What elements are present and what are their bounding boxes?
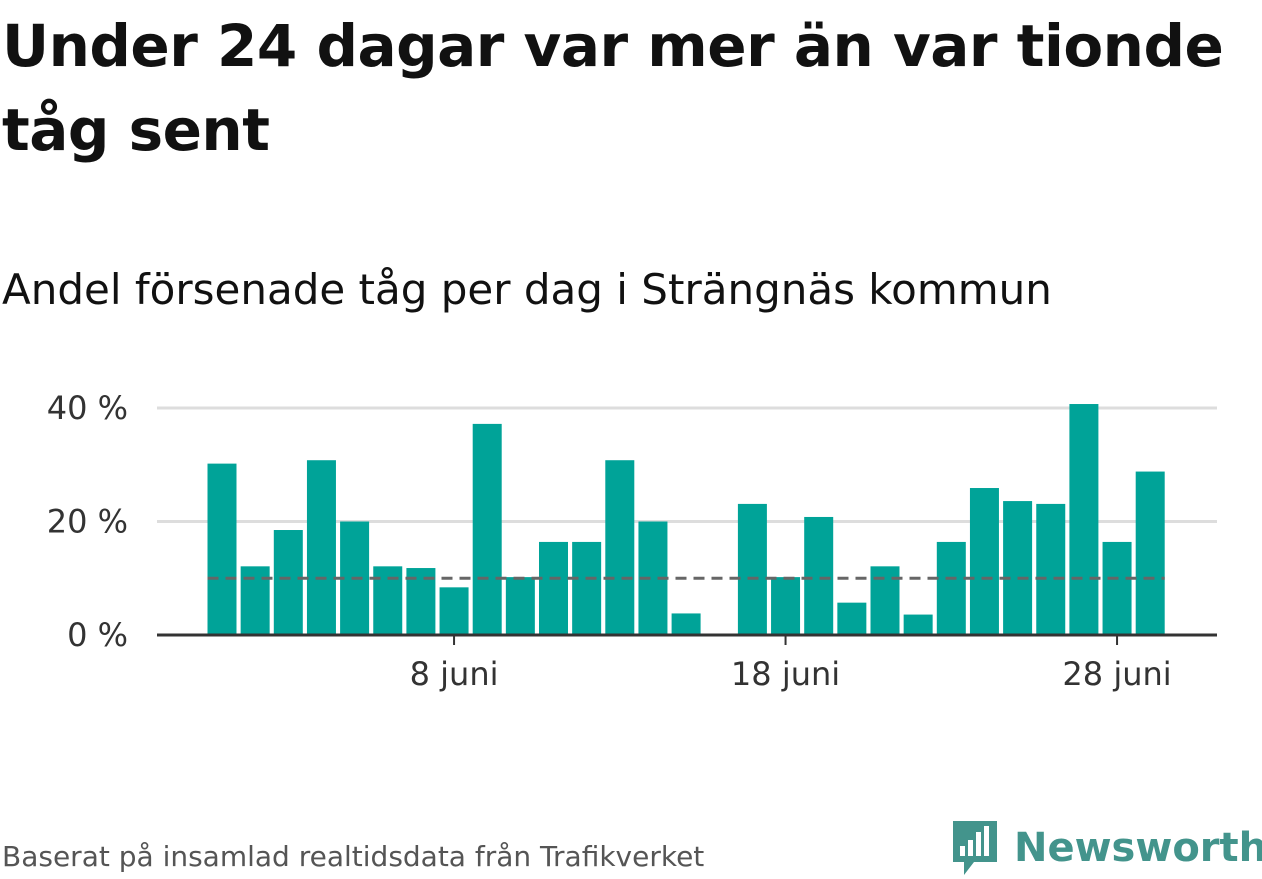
bar [373, 566, 403, 635]
chart-subtitle: Andel försenade tåg per dag i Strängnäs … [2, 265, 1052, 314]
y-tick-label: 20 % [47, 503, 128, 541]
bar [505, 577, 535, 635]
bar [539, 541, 568, 635]
bar [240, 566, 270, 635]
x-tick-label: 8 juni [410, 655, 499, 693]
bar [306, 460, 336, 635]
bars [207, 404, 1165, 635]
y-tick-label: 40 % [47, 389, 128, 427]
axes: 8 juni 18 juni 28 juni [157, 633, 1217, 693]
bar [1135, 471, 1165, 635]
bar [207, 463, 237, 635]
source-note: Baserat på insamlad realtidsdata från Tr… [2, 840, 705, 873]
bar [273, 530, 303, 635]
newsworthy-logo[interactable]: Newsworthy [950, 818, 1262, 878]
bar [737, 503, 767, 635]
brand-name: Newsworthy [1014, 825, 1262, 871]
bar [439, 587, 469, 635]
bar [903, 614, 933, 635]
x-tick-label: 18 juni [731, 655, 840, 693]
bar [1036, 503, 1066, 635]
y-tick-label: 0 % [67, 616, 128, 654]
bar [572, 541, 602, 635]
bar [969, 488, 999, 635]
bar [804, 516, 834, 635]
bar [671, 613, 701, 635]
bar [605, 460, 635, 635]
bar [1003, 501, 1033, 635]
chart-title: Under 24 dagar var mer än var tionde tåg… [2, 12, 1224, 164]
x-tick-label: 28 juni [1062, 655, 1171, 693]
bar [472, 423, 502, 635]
bar [837, 602, 867, 635]
bar [936, 541, 966, 635]
bar [1069, 404, 1099, 635]
bar-chart: 0 % 20 % 40 % 8 juni 18 juni 28 juni [47, 389, 1217, 693]
bar [870, 566, 900, 635]
newsworthy-logo-icon [953, 821, 997, 875]
bar [771, 577, 801, 635]
bar [1102, 541, 1132, 635]
